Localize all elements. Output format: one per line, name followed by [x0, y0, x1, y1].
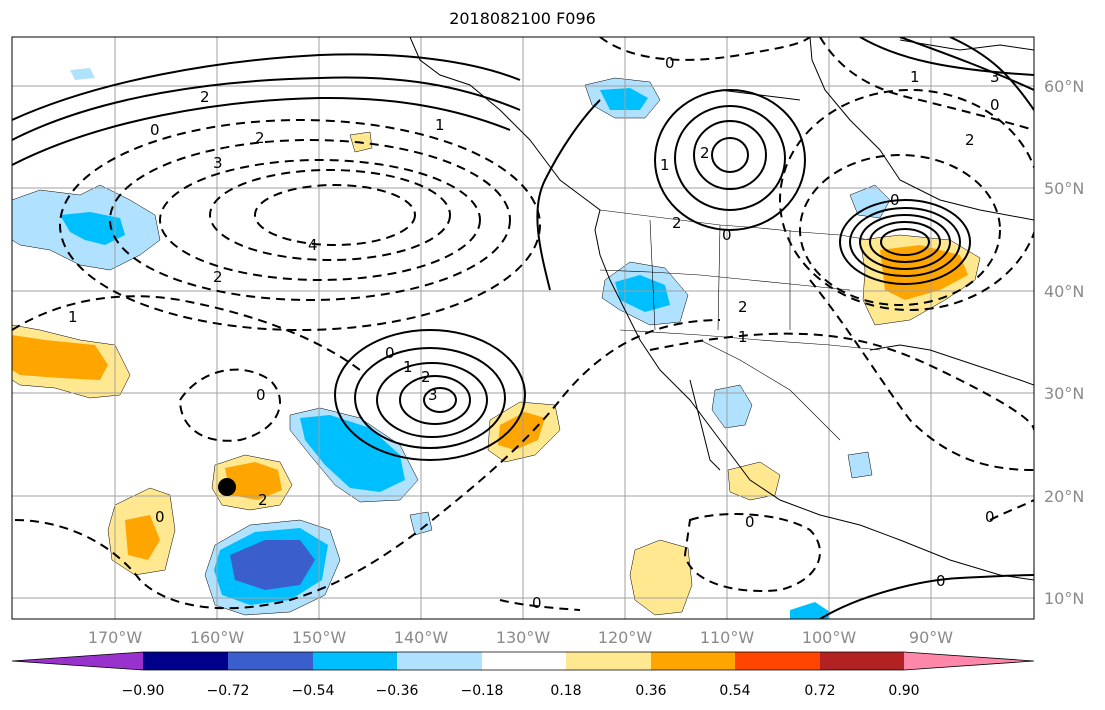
colorbar: −0.90 −0.72 −0.54 −0.36 −0.18 0.18 0.36 … — [11, 651, 1035, 699]
contour-label: 2 — [255, 129, 265, 147]
negative-patch — [615, 275, 670, 312]
contour-label: 0 — [890, 191, 900, 209]
contour-label: 0 — [385, 344, 395, 362]
longitude-labels: 170°W 160°W 150°W 140°W 130°W 120°W 110°… — [88, 628, 953, 647]
colorbar-tick: 0.72 — [804, 683, 835, 699]
colorbar-outline — [11, 651, 1035, 671]
colorbar-tick: −0.90 — [122, 683, 165, 699]
colorbar-tick: −0.36 — [376, 683, 419, 699]
contour-label: 0 — [665, 54, 675, 72]
positive-patch — [880, 245, 968, 300]
contour-label: 1 — [435, 116, 445, 134]
contour-label: 2 — [672, 214, 682, 232]
positive-patch — [629, 539, 693, 616]
contour-label: 0 — [532, 594, 542, 612]
contour-label: 2 — [213, 268, 223, 286]
lat-label: 20°N — [1044, 487, 1084, 506]
lat-label: 10°N — [1044, 589, 1084, 608]
negative-patch — [790, 602, 830, 619]
contour-label: 2 — [258, 491, 268, 509]
lat-label: 40°N — [1044, 282, 1084, 301]
contour-label: 3 — [990, 68, 1000, 86]
lat-label: 60°N — [1044, 77, 1084, 96]
colorbar-tick: 0.90 — [888, 683, 919, 699]
political-boundaries — [599, 209, 881, 441]
contour-label: 1 — [660, 156, 670, 174]
colorbar-swatch — [397, 652, 482, 670]
colorbar-swatch — [651, 652, 735, 670]
lon-label: 140°W — [394, 628, 449, 647]
map-border — [11, 36, 1035, 620]
lat-label: 30°N — [1044, 384, 1084, 403]
contour-label: 2 — [200, 88, 210, 106]
lon-label: 150°W — [292, 628, 347, 647]
colorbar-swatch — [313, 652, 397, 670]
colorbar-tick: −0.54 — [292, 683, 335, 699]
negative-patch — [230, 540, 315, 590]
negative-patch — [70, 68, 95, 80]
colorbar-extend-min — [12, 652, 143, 670]
contour-label-layer: 0 1 2 2 3 4 2 1 0 1 2 3 0 0 2 0 1 2 0 1 … — [68, 54, 1000, 612]
lon-label: 160°W — [190, 628, 245, 647]
colorbar-swatch — [735, 652, 820, 670]
lon-label: 90°W — [909, 628, 953, 647]
contours-negative — [12, 37, 1034, 611]
colorbar-swatch — [228, 652, 313, 670]
colorbar-extend-max — [904, 652, 1034, 670]
contour-label: 0 — [936, 572, 946, 590]
colorbar-tick: 0.18 — [550, 683, 581, 699]
contour-label: 2 — [700, 144, 710, 162]
map-layers — [12, 37, 1034, 619]
location-marker — [218, 478, 236, 496]
positive-patch — [125, 515, 160, 560]
colorbar-tick: 0.36 — [635, 683, 666, 699]
contour-label: 1 — [403, 358, 413, 376]
negative-patch — [60, 212, 125, 245]
positive-patch — [498, 412, 545, 450]
contour-label: 0 — [150, 121, 160, 139]
contour-label: 2 — [738, 298, 748, 316]
contour-label: 1 — [910, 68, 920, 86]
contour-label: 0 — [722, 226, 732, 244]
lon-label: 110°W — [700, 628, 755, 647]
colorbar-swatch — [820, 652, 904, 670]
negative-patch — [600, 88, 648, 110]
contours-positive — [12, 37, 1034, 619]
contour-label: 0 — [745, 513, 755, 531]
lat-label: 50°N — [1044, 179, 1084, 198]
contour-label: 3 — [213, 154, 223, 172]
contour-label: 2 — [421, 368, 431, 386]
contour-label: 2 — [965, 131, 975, 149]
contour-label: 1 — [738, 328, 748, 346]
colorbar-swatch — [566, 652, 651, 670]
contour-label: 0 — [256, 386, 266, 404]
latitude-labels: 60°N 50°N 40°N 30°N 20°N 10°N — [1044, 77, 1084, 608]
colorbar-tick: 0.54 — [719, 683, 750, 699]
contour-label: 0 — [990, 96, 1000, 114]
negative-patch — [847, 451, 873, 479]
colorbar-swatch — [482, 652, 566, 670]
negative-patch — [849, 184, 891, 219]
contour-label: 1 — [68, 308, 78, 326]
lon-label: 130°W — [496, 628, 551, 647]
lon-label: 100°W — [802, 628, 857, 647]
positive-patch — [12, 335, 108, 380]
figure-title: 2018082100 F096 — [449, 9, 596, 28]
contour-label: 0 — [155, 508, 165, 526]
negative-patch — [300, 415, 405, 492]
lon-label: 170°W — [88, 628, 143, 647]
colorbar-tick: −0.72 — [207, 683, 250, 699]
positive-patch — [727, 461, 781, 501]
lon-label: 120°W — [598, 628, 653, 647]
contour-label: 3 — [428, 386, 438, 404]
positive-patch — [225, 462, 282, 500]
contour-label: 0 — [985, 508, 995, 526]
shading-layer — [12, 68, 981, 619]
colorbar-swatch — [143, 652, 228, 670]
negative-patch — [711, 384, 753, 429]
colorbar-tick: −0.18 — [461, 683, 504, 699]
contour-label: 4 — [308, 236, 318, 254]
